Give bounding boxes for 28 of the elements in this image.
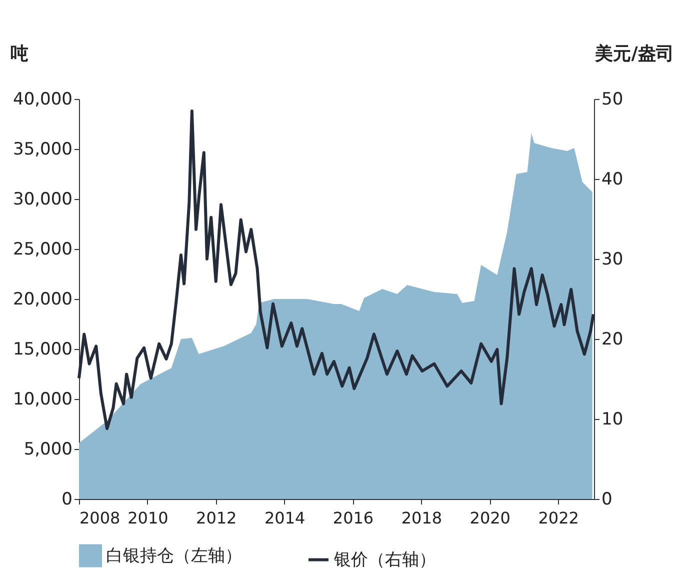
y2-axis-title: 美元/盎司 [594, 44, 674, 64]
x-tick-label: 2010 [128, 508, 168, 528]
x-tick-label: 2008 [80, 508, 120, 528]
y-tick-label: 15,000 [13, 340, 72, 360]
x-tick-label: 2016 [332, 508, 374, 528]
x-tick-label: 2020 [470, 508, 510, 528]
y2-tick-label: 40 [602, 170, 624, 190]
y-axis-title: 吨 [10, 44, 28, 64]
y-tick-label: 35,000 [13, 140, 72, 160]
y2-tick-label: 50 [602, 90, 624, 110]
x-tick-label: 2018 [401, 508, 442, 528]
y2-tick-label: 20 [602, 330, 624, 350]
y-tick-label: 25,000 [13, 240, 72, 260]
y2-tick-label: 30 [602, 250, 624, 270]
line-series [78, 110, 595, 430]
x-tick-label: 2012 [196, 508, 237, 528]
legend-label: 白银持仓（左轴） [106, 546, 242, 566]
y-tick-label: 40,000 [13, 90, 72, 110]
x-tick-label: 2022 [538, 508, 579, 528]
y-tick-label: 20,000 [13, 290, 72, 310]
y-tick-label: 0 [62, 490, 72, 510]
y-tick-label: 30,000 [13, 190, 72, 210]
y-tick-label: 10,000 [13, 390, 72, 410]
y2-tick-label: 0 [602, 490, 612, 510]
y2-tick-label: 10 [602, 410, 624, 430]
y-tick-label: 5,000 [24, 440, 72, 460]
x-tick-label: 2014 [264, 508, 306, 528]
legend-label: 银价（右轴） [333, 550, 436, 570]
